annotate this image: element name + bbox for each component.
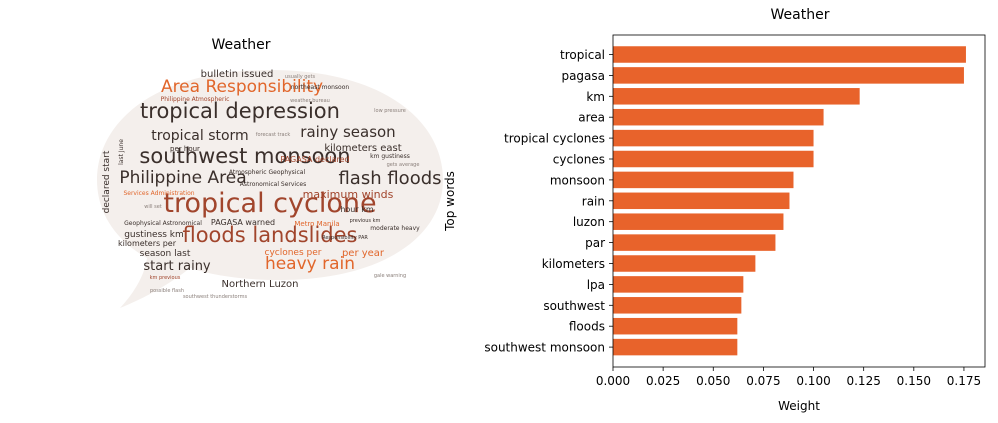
x-tick-label-1: 0.025 [646,374,680,388]
wordcloud-word-gustiness-km: gustiness km [124,230,184,240]
wordcloud-word-usually-gets: usually gets [285,74,316,80]
y-tick-label-monsoon: monsoon [550,173,605,187]
wordcloud-word-season-last: season last [140,249,191,259]
plot-frame [612,34,986,368]
wordcloud-word-forecast-track: forecast track [256,132,291,138]
y-tick-label-tropical: tropical [560,48,605,62]
wordcloud-word-bulletin-issued: bulletin issued [201,69,274,80]
x-axis-label: Weight [778,399,820,413]
wordcloud-word-tropical-storm: tropical storm [151,128,248,144]
wordcloud-word-gale-warning: gale warning [374,273,406,279]
wordcloud-word-services-administration: Services Administration [123,190,194,197]
wordcloud-word-rainy-season: rainy season [300,123,395,141]
wordcloud-word-area-responsibility: Area Responsibility [161,77,323,97]
y-tick-label-rain: rain [582,194,605,208]
x-tick-label-6: 0.150 [897,374,931,388]
bar-southwest-monsoon [613,338,738,356]
y-tick-label-luzon: luzon [573,215,605,229]
bar-monsoon [613,171,794,189]
bar-cyclones [613,150,814,168]
bar-area [613,108,824,126]
wordcloud-word-last-june: last June [118,139,125,165]
x-tick-label-2: 0.050 [696,374,730,388]
y-tick-label-cyclones: cyclones [553,153,605,167]
bar-floods [613,317,738,335]
wordcloud-word-northeast-monsoon: northeast monsoon [291,84,350,91]
y-tick-label-floods: floods [569,320,605,334]
bar-tropical [613,46,966,63]
wordcloud-word-flash-floods: flash floods [338,168,441,189]
bar-luzon [613,213,784,230]
bar-rain [613,192,790,210]
y-tick-label-lpa: lpa [587,278,605,292]
wordcloud-word-southwest-thunderstorms: southwest thunderstorms [183,294,248,300]
wordcloud-word-gets-average: gets average [387,162,420,168]
y-tick-label-tropical-cyclones: tropical cyclones [504,132,605,146]
wordcloud-word-maximum-winds: maximum winds [303,188,394,201]
wordcloud-word-southwest-monsoon: southwest monsoon [139,144,350,168]
wordcloud-word-possible-flash: possible flash [150,288,184,294]
wordcloud-word-km-gustiness: km gustiness [370,153,410,160]
wordcloud-word-kilometers-per: kilometers per [118,239,177,248]
wordcloud-word-floods-landslides: floods landslides [182,223,357,247]
y-tick-label-southwest-monsoon: southwest monsoon [484,341,605,355]
wordcloud-word-per-year: per year [342,248,385,259]
wordcloud-word-kilometers-east: kilometers east [324,143,401,154]
wordcloud-word-start-rainy: start rainy [143,259,211,274]
wordcloud-word-northern-luzon: Northern Luzon [221,279,298,290]
wordcloud-word-atmospheric-geophysical: Atmospheric Geophysical [229,169,306,176]
wordcloud-word-will-set: will set [144,204,162,210]
y-tick-label-area: area [578,111,605,125]
wordcloud-word-philippine-atmospheric: Philippine Atmospheric [161,96,230,103]
wordcloud-word-pagasa-warned: PAGASA warned [211,218,275,227]
wordcloud-word-previous-km: previous km [350,218,381,224]
x-tick-label-7: 0.175 [947,374,981,388]
wordcloud-word-low-pressure: low pressure [374,108,406,114]
x-tick-label-0: 0.000 [596,374,630,388]
wordcloud-word-heavy-rain: heavy rain [265,254,355,274]
wordcloud-word-weather-bureau: weather bureau [290,98,330,104]
wordcloud-word-pagasa-declared: PAGASA declared [280,155,349,164]
wordcloud-word-cyclones-per: cyclones per [265,248,322,258]
bar-km [613,88,860,105]
bar-lpa [613,276,744,293]
x-tick-label-3: 0.075 [746,374,780,388]
wordcloud-word-philippine-area: Philippine Area [119,168,246,188]
wordcloud-word-astronomical-services: Astronomical Services [240,181,306,188]
wordcloud-word-tropical-cyclone: tropical cyclone [163,188,376,219]
y-tick-label-kilometers: kilometers [542,257,605,271]
wordcloud-word-metro-manila: Metro Manila [294,220,339,228]
wordcloud-title: Weather [211,37,271,53]
y-tick-label-southwest: southwest [543,299,605,313]
bar-par [613,234,776,251]
bar-pagasa [613,67,964,84]
speech-bubble-shape [97,70,443,308]
wordcloud-word-km-previous: km previous [150,275,181,281]
bar-southwest [613,297,742,314]
x-tick-label-5: 0.125 [846,374,880,388]
wordcloud-word-moderate-heavy: moderate heavy [370,225,420,232]
y-tick-label-km: km [586,90,605,104]
wordcloud-word-tropical-depression: tropical depression [140,99,340,123]
wordcloud-word-geophysical-astronomical: Geophysical Astronomical [124,220,202,227]
bar-tropical-cyclones [613,129,814,147]
wordcloud-word-responsibility-par: Responsibility PAR [322,235,368,241]
bar-chart-title: Weather [770,7,830,23]
y-axis-label: Top words [443,171,457,232]
y-tick-label-pagasa: pagasa [561,69,605,83]
wordcloud-word-declared-start: declared start [102,150,112,213]
x-tick-label-4: 0.100 [796,374,830,388]
wordcloud-word-per-hour: per hour [170,145,200,153]
wordcloud-word-hour-km: hour km [340,205,374,214]
bar-kilometers [613,255,756,272]
wordcloud-chart: tropical cyclone floods landslides southwe… [97,69,443,308]
y-tick-label-par: par [585,236,605,250]
